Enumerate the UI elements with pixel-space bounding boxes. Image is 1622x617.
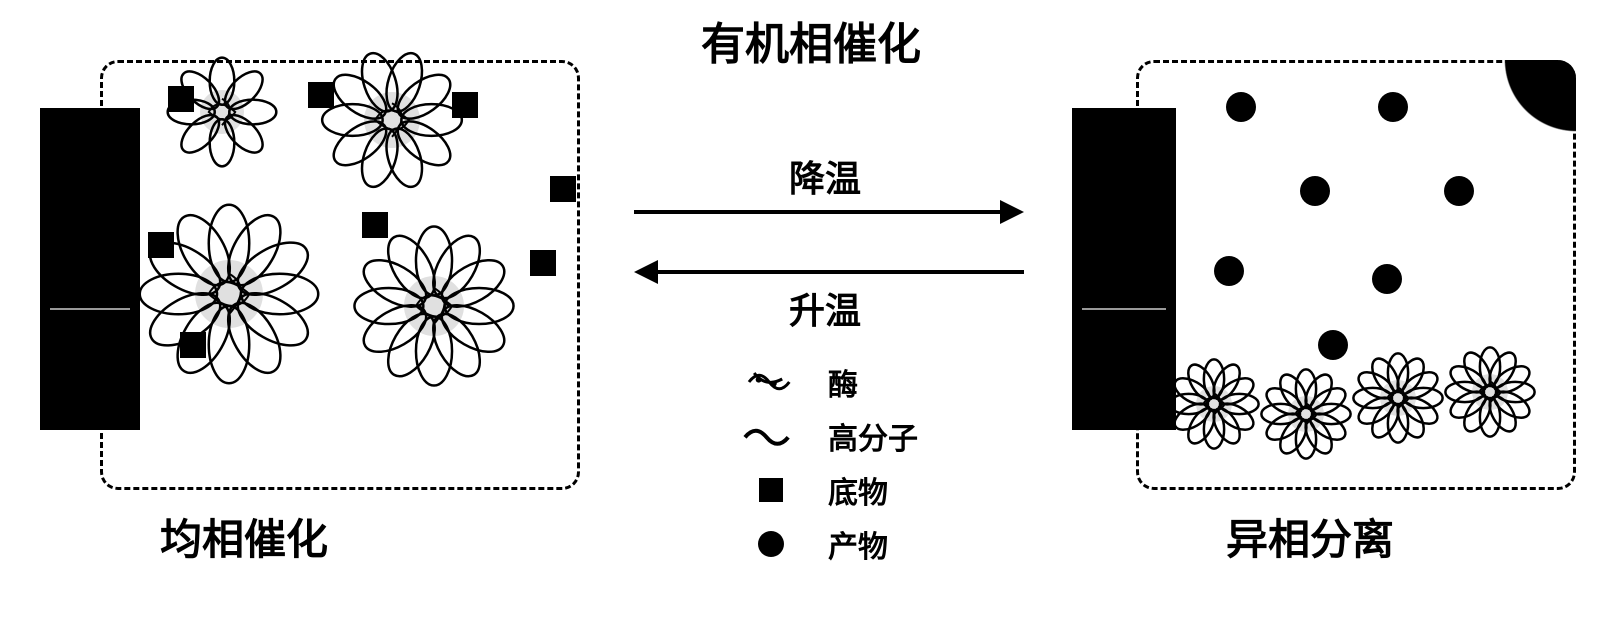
product-dot-icon	[1300, 176, 1330, 206]
corner-aggregate-icon	[1476, 60, 1576, 140]
legend-label: 高分子	[828, 414, 918, 458]
substrate-square-icon	[180, 332, 206, 358]
left-caption-text: 均相催化	[160, 516, 328, 563]
legend-label: 产物	[828, 522, 888, 566]
product-dot-icon	[740, 527, 802, 561]
product-dot-icon	[1318, 330, 1348, 360]
substrate-square-icon	[550, 176, 576, 202]
micelle-flower-icon	[348, 220, 520, 392]
substrate-square-icon	[168, 86, 194, 112]
product-dot-icon	[1378, 92, 1408, 122]
diagram-root: { "title": "有机相催化", "title_fontsize": 44…	[0, 0, 1622, 617]
substrate-square-icon	[308, 82, 334, 108]
micelle-flower-icon	[133, 198, 325, 390]
title-text: 有机相催化	[701, 20, 921, 69]
legend-label: 酶	[828, 360, 858, 404]
substrate-square-icon	[530, 250, 556, 276]
arrow-heating-line	[656, 270, 1024, 274]
micelle-flower-icon	[1440, 342, 1540, 442]
legend-label: 底物	[828, 468, 888, 512]
polymer-icon	[740, 419, 802, 453]
arrow-heating-head-icon	[634, 260, 658, 284]
legend-row: 产物	[740, 522, 918, 566]
arrow-heating-text: 升温	[789, 290, 861, 331]
arrow-cooling-head-icon	[1000, 200, 1024, 224]
legend-row: 酶	[740, 360, 918, 404]
left-panel-caption: 均相催化	[160, 506, 328, 567]
arrow-heating-label: 升温	[789, 282, 861, 334]
legend-row: 底物	[740, 468, 918, 512]
enzyme-icon	[740, 365, 802, 399]
product-dot-icon	[1226, 92, 1256, 122]
substrate-square-icon	[148, 232, 174, 258]
right-caption-text: 异相分离	[1226, 516, 1394, 563]
arrow-cooling-label: 降温	[789, 150, 861, 202]
right-panel-caption: 异相分离	[1226, 506, 1394, 567]
substrate-square-icon	[740, 473, 802, 507]
micelle-flower-icon	[1164, 354, 1264, 454]
arrow-cooling-text: 降温	[789, 158, 861, 199]
arrow-cooling-line	[634, 210, 1002, 214]
right-vial-icon	[1072, 108, 1176, 430]
legend-row: 高分子	[740, 414, 918, 458]
micelle-flower-icon	[1348, 348, 1448, 448]
product-dot-icon	[1372, 264, 1402, 294]
substrate-square-icon	[452, 92, 478, 118]
micelle-flower-icon	[1256, 364, 1356, 464]
arrow-heating	[634, 260, 1024, 284]
micelle-flower-icon	[162, 52, 282, 172]
substrate-square-icon	[362, 212, 388, 238]
legend: 酶 高分子底物产物	[740, 360, 918, 576]
left-vial-icon	[40, 108, 140, 430]
product-dot-icon	[1214, 256, 1244, 286]
product-dot-icon	[1444, 176, 1474, 206]
arrow-cooling	[634, 200, 1024, 224]
micelle-flower-icon	[316, 44, 468, 196]
